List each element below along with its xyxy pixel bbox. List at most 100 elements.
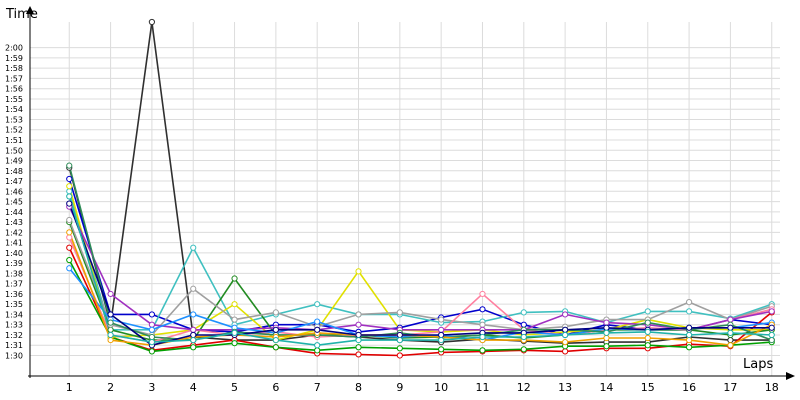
y-tick-label: 1:54 — [5, 105, 23, 114]
data-point-s15-lap6 — [272, 336, 279, 344]
data-point-s8-lap11 — [479, 321, 486, 328]
data-point-s14-lap14 — [603, 324, 610, 331]
y-tick-label: 1:59 — [5, 54, 23, 63]
data-point-s10-lap17 — [727, 316, 734, 323]
y-tick-label: 1:48 — [5, 167, 23, 176]
y-tick-label: 1:35 — [5, 300, 23, 309]
series-line-8 — [68, 219, 772, 336]
data-point-s8-lap5 — [231, 316, 238, 323]
series-line-1 — [68, 21, 772, 345]
data-point-s5-lap1 — [66, 188, 73, 195]
y-tick-label: 1:43 — [5, 218, 23, 227]
data-point-s4-lap16 — [685, 344, 693, 351]
data-point-s14-lap17 — [727, 324, 734, 331]
data-point-s5-lap4 — [190, 244, 197, 251]
data-point-s15-lap11 — [479, 333, 486, 341]
data-point-s13-lap1 — [66, 229, 73, 236]
x-tick-label: 3 — [148, 381, 155, 394]
y-tick-label: 1:45 — [5, 198, 23, 207]
data-point-s14-lap8 — [355, 331, 362, 339]
y-tick-label: 1:39 — [5, 259, 23, 268]
x-tick-label: 15 — [641, 381, 655, 394]
data-point-s8-lap1 — [66, 216, 73, 224]
data-point-s10-lap14 — [603, 319, 610, 326]
data-point-s11-lap3 — [148, 326, 156, 333]
data-point-s8-lap8 — [355, 311, 362, 318]
data-point-s10-lap13 — [562, 311, 569, 318]
data-point-s11-lap4 — [190, 311, 197, 318]
data-point-s15-lap14 — [603, 329, 610, 337]
y-tick-labels: 1:301:311:321:33 1:341:351:361:37 1:381:39… — [5, 44, 23, 361]
y-tick-label: 1:31 — [5, 341, 23, 350]
series-line-9 — [68, 237, 772, 343]
data-point-s13-lap15 — [644, 334, 651, 342]
y-tick-label: 1:40 — [5, 249, 23, 258]
data-point-s15-lap17 — [727, 329, 734, 337]
data-point-s12-lap2 — [107, 319, 114, 326]
data-point-s12-lap18 — [768, 336, 775, 344]
x-tick-label: 12 — [517, 381, 531, 394]
data-point-s15-lap16 — [685, 331, 693, 339]
x-tick-label: 10 — [434, 381, 448, 394]
data-point-s4-lap6 — [272, 344, 279, 351]
series-line-10 — [68, 206, 772, 331]
y-tick-label: 2:00 — [5, 44, 23, 53]
y-tick-label: 1:55 — [5, 95, 23, 104]
series-line-3 — [68, 247, 773, 357]
data-point-s15-lap1 — [66, 193, 73, 200]
data-point-s5-lap16 — [685, 308, 693, 315]
data-point-s2-lap1 — [66, 175, 73, 183]
data-point-s6-lap5 — [231, 301, 238, 308]
data-point-s6-lap8 — [355, 268, 362, 275]
series-lines — [68, 21, 773, 357]
data-point-s4-lap8 — [355, 344, 362, 351]
data-point-s10-lap8 — [355, 321, 362, 328]
axes — [26, 6, 795, 380]
y-tick-label: 1:38 — [5, 269, 23, 278]
y-tick-label: 1:32 — [5, 331, 23, 340]
data-point-s10-lap18 — [768, 308, 775, 315]
data-point-s14-lap18 — [768, 324, 775, 331]
data-point-s15-lap12 — [520, 333, 527, 341]
data-point-s14-lap1 — [66, 200, 73, 207]
series-line-13 — [68, 232, 773, 347]
data-point-s4-lap4 — [190, 344, 197, 351]
series-line-15 — [68, 196, 772, 347]
y-tick-label: 1:37 — [5, 280, 23, 289]
data-point-s4-lap14 — [603, 343, 610, 350]
x-tick-label: 1 — [66, 381, 73, 394]
data-point-s3-lap9 — [396, 352, 403, 359]
data-point-s8-lap6 — [272, 309, 279, 316]
data-point-s9-lap11 — [479, 290, 486, 298]
data-point-s2-lap3 — [148, 311, 156, 318]
data-point-s13-lap17 — [727, 342, 734, 349]
data-point-s2-lap12 — [520, 321, 527, 328]
data-point-s14-lap10 — [438, 331, 445, 339]
data-point-s7-lap2 — [107, 326, 114, 333]
data-point-s15-lap2 — [107, 331, 114, 339]
data-point-s5-lap15 — [644, 308, 651, 315]
x-tick-label: 2 — [107, 381, 114, 394]
y-tick-label: 1:33 — [5, 321, 23, 330]
data-point-s10-lap2 — [107, 290, 114, 298]
data-point-s12-lap1 — [66, 162, 73, 169]
data-point-s3-lap8 — [355, 351, 362, 358]
data-point-s4-lap10 — [438, 346, 445, 353]
data-point-s1-lap17 — [727, 336, 734, 344]
x-tick-labels: 1 2 3 4 5 6 7 8 9 10 11 12 13 14 15 16 17 18 — [66, 381, 779, 394]
data-point-s15-lap13 — [562, 331, 569, 339]
y-tick-label: 1:57 — [5, 74, 23, 83]
x-tick-label: 14 — [599, 381, 613, 394]
y-tick-label: 1:30 — [5, 351, 23, 360]
x-tick-label: 7 — [314, 381, 321, 394]
y-tick-label: 1:36 — [5, 290, 23, 299]
data-point-s8-lap9 — [396, 309, 403, 316]
data-point-s3-lap13 — [562, 348, 569, 355]
y-tick-label: 1:42 — [5, 228, 23, 237]
series-points — [66, 18, 775, 359]
y-tick-label: 1:52 — [5, 126, 23, 135]
data-point-s4-lap11 — [479, 347, 486, 354]
data-point-s12-lap3 — [148, 333, 156, 341]
x-tick-label: 9 — [396, 381, 403, 394]
